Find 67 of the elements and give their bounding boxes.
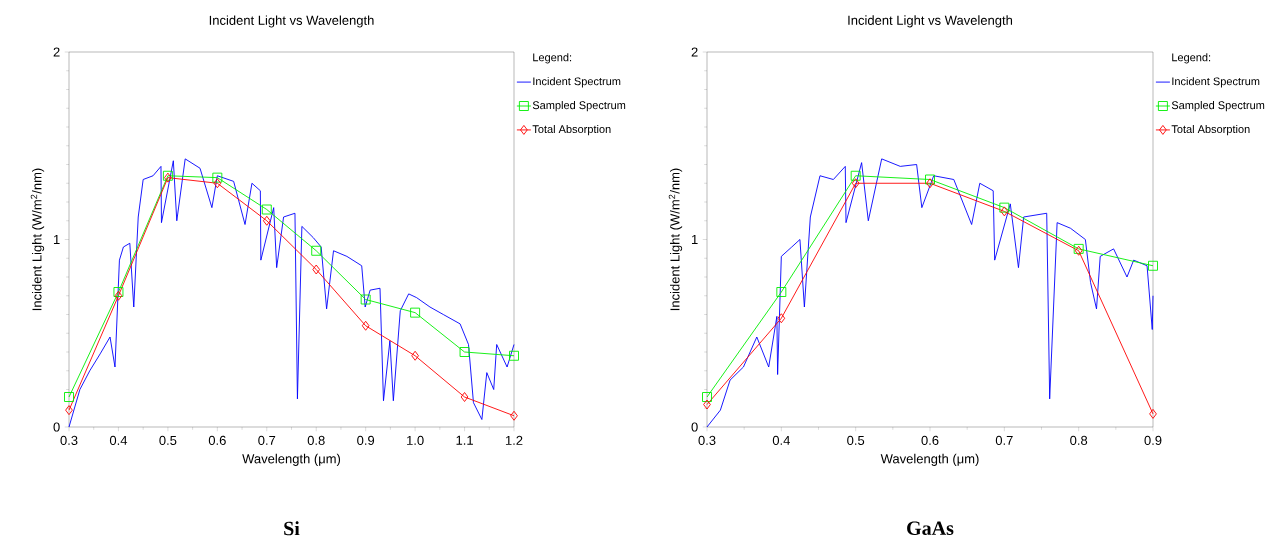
point	[65, 405, 73, 416]
y-tick-label: 2	[53, 47, 60, 57]
x-tick-label: 0.6	[208, 435, 226, 445]
point	[1148, 260, 1158, 271]
legend-label: Incident Spectrum	[1172, 77, 1260, 88]
legend-label: Sampled Spectrum	[532, 101, 626, 112]
x-axis-title: Wavelength (μm)	[242, 453, 341, 466]
point	[1000, 206, 1009, 217]
point	[459, 347, 470, 357]
legend-label: Sampled Spectrum	[1171, 101, 1265, 112]
point	[510, 410, 518, 421]
point	[703, 399, 711, 410]
point	[851, 178, 860, 189]
point	[213, 178, 222, 189]
legend-title: Legend:	[533, 53, 572, 64]
point	[114, 290, 123, 301]
x-tick-label: 0.7	[995, 435, 1013, 445]
y-axis-title: Incident Light (W/m$^{2}$/nm)	[30, 168, 45, 311]
text: GaAs	[907, 521, 954, 535]
y-tick-label: 1	[691, 235, 698, 244]
point	[113, 287, 124, 297]
point	[776, 287, 787, 297]
point	[411, 350, 419, 361]
point	[261, 204, 272, 215]
x-tick-label: 0.9	[357, 435, 375, 445]
x-tick-label: 0.3	[60, 435, 78, 445]
x-tick-label: 0.4	[772, 435, 790, 445]
x-tick-label: 0.7	[258, 435, 276, 445]
legend-label: Total Absorption	[532, 124, 611, 136]
y-axis-title: Incident Light (W/m$^{2}$/nm)	[668, 168, 683, 311]
point	[312, 264, 321, 275]
point	[509, 350, 519, 361]
x-tick-label: 0.8	[1070, 435, 1088, 445]
x-tick-label: 0.5	[159, 435, 177, 445]
text: Si	[284, 521, 300, 536]
legend-label: Incident Spectrum	[533, 77, 621, 88]
point	[777, 313, 786, 324]
point	[361, 320, 370, 331]
point	[212, 172, 223, 183]
x-tick-label: 1.1	[456, 435, 473, 445]
chart-title: Incident Light vs Wavelength	[209, 15, 374, 28]
x-tick-label: 1.0	[407, 435, 424, 445]
y-tick-label: 2	[691, 47, 698, 57]
point	[311, 245, 322, 256]
x-tick-label: 0.6	[921, 435, 939, 445]
x-tick-label: 0.9	[1144, 435, 1162, 445]
point	[999, 202, 1010, 213]
y-tick-label: 1	[53, 235, 60, 244]
y-tick-label: 0	[53, 422, 60, 432]
point	[360, 294, 371, 305]
point	[1149, 408, 1157, 419]
point	[262, 215, 271, 226]
chart-title: Incident Light vs Wavelength	[848, 15, 1013, 28]
x-tick-label: 0.5	[847, 435, 865, 445]
x-tick-label: 0.8	[307, 435, 325, 445]
x-tick-label: 0.3	[698, 435, 716, 445]
point	[925, 174, 935, 185]
legend-title: Legend:	[1172, 53, 1211, 64]
x-axis-title: Wavelength (μm)	[880, 453, 979, 466]
point	[410, 307, 421, 318]
point	[460, 392, 469, 402]
y-tick-label: 0	[691, 422, 698, 432]
x-tick-label: 1.2	[505, 435, 523, 445]
point	[926, 178, 934, 189]
x-tick-label: 0.4	[109, 435, 128, 445]
legend-label: Total Absorption	[1171, 124, 1250, 136]
point	[850, 170, 861, 181]
